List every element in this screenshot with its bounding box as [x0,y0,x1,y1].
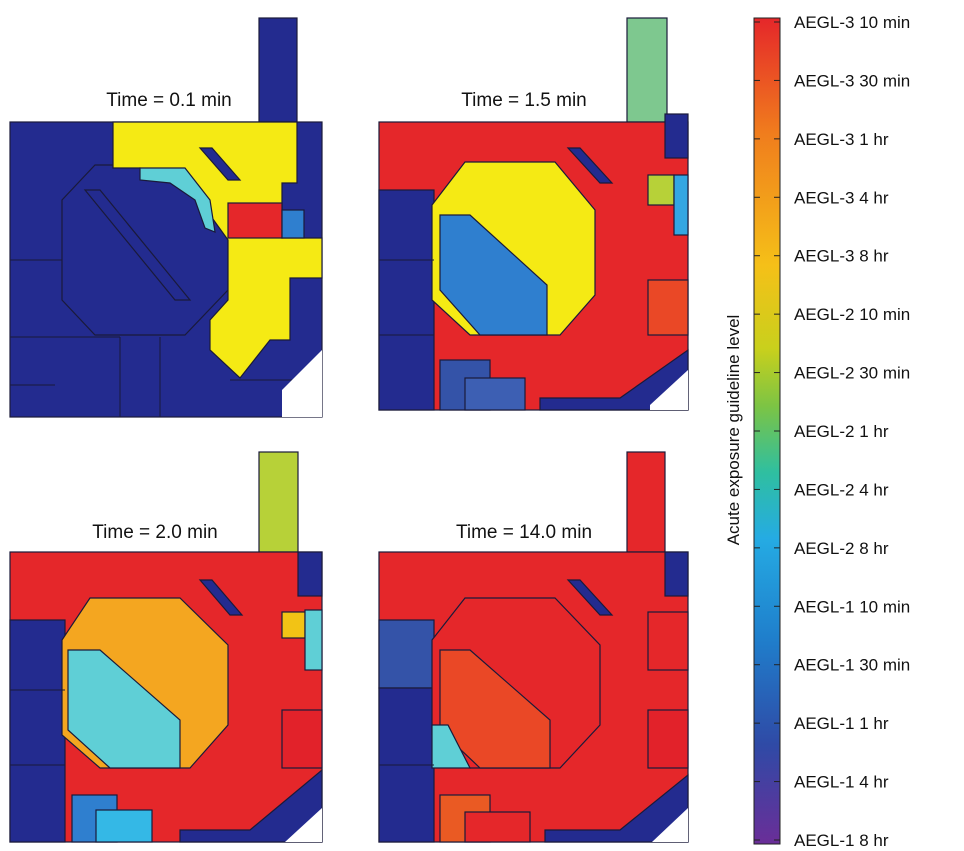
colorbar-level-label: AEGL-1 10 min [794,597,910,616]
sw-sky-block [95,809,153,843]
se-navy [179,768,323,843]
plume-panel-t14-0: Time = 14.0 min [378,451,689,843]
panel-time-label: Time = 0.1 min [106,90,231,111]
colorbar-level-label: AEGL-2 1 hr [794,422,889,441]
cyan-zone [431,724,471,769]
colorbar-level-label: AEGL-1 1 hr [794,714,889,733]
cyan-zone [139,167,216,233]
sky-cell [673,174,689,236]
amber-cell [281,611,306,639]
west-rooms [378,189,435,411]
colorbar-level-label: AEGL-2 8 hr [794,539,889,558]
ne-cell [664,113,689,159]
blue-zone [439,214,548,336]
colorbar-level-label: AEGL-3 10 min [794,13,910,32]
sw-blue-block-2 [464,377,526,411]
colorbar-level-label: AEGL-1 8 hr [794,831,889,850]
plume-panel-t0-1: Time = 0.1 min [9,17,323,418]
colorbar-axis-label: Acute exposure guideline level [724,315,743,546]
diagonal-duct [198,147,242,181]
panel-time-label: Time = 1.5 min [461,90,586,111]
colorbar-level-label: AEGL-1 30 min [794,656,910,675]
chimney-zone [258,451,299,553]
west-blue [378,619,435,689]
colorbar-level-label: AEGL-2 10 min [794,305,910,324]
lime-cell [647,174,675,206]
orange-cells [647,279,689,336]
diagonal-corridor [83,189,192,301]
colorbar-level-label: AEGL-3 4 hr [794,188,889,207]
cyan-cell [304,609,323,671]
west-rooms [9,619,66,843]
diagonal-duct [566,147,614,184]
sw-red-block [464,811,531,843]
diagonal-duct [198,579,244,616]
panel-time-label: Time = 14.0 min [456,522,592,543]
chimney-zone [626,17,668,123]
east-cells [647,611,689,671]
panel-time-label: Time = 2.0 min [92,522,217,543]
colorbar-level-label: AEGL-3 30 min [794,71,910,90]
aegl-colorbar: Acute exposure guideline level AEGL-3 10… [724,13,910,850]
chimney-zone [626,451,666,553]
colorbar-level-label: AEGL-3 1 hr [794,130,889,149]
plume-panel-t1-5: Time = 1.5 min [378,17,689,411]
chimney-zone [258,17,298,123]
red-cell [227,202,283,239]
colorbar-level-label: AEGL-3 8 hr [794,247,889,266]
blue-cell [281,209,305,239]
ne-cell [297,551,323,597]
colorbar-level-label: AEGL-2 30 min [794,364,910,383]
plume-panel-t2-0: Time = 2.0 min [9,451,323,843]
east-cells-2 [647,709,689,769]
colorbar-level-label: AEGL-1 4 hr [794,773,889,792]
colorbar-level-label: AEGL-2 4 hr [794,480,889,499]
ne-cell [664,551,689,597]
colorbar-ticks: AEGL-3 10 min AEGL-3 30 min AEGL-3 1 hr AEG… [754,13,910,850]
diagonal-duct [566,579,614,616]
cyan-zone [67,649,181,769]
red-cells [281,709,323,769]
